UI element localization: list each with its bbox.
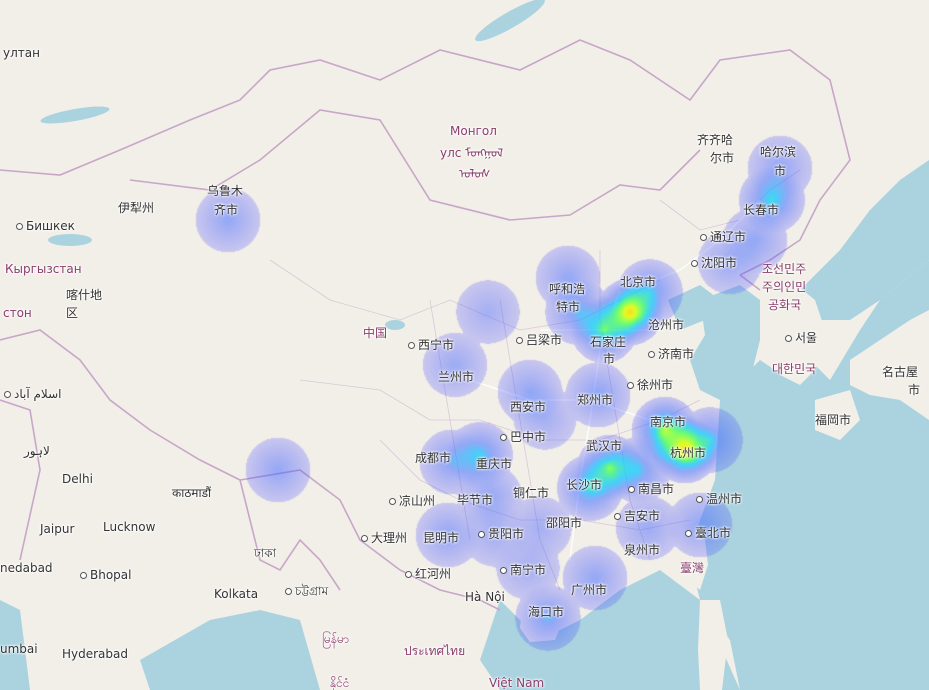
map-label-jaipur: Jaipur <box>40 522 75 536</box>
map-label-qiqihar2: 尔市 <box>710 151 735 165</box>
map-label-bhopal: Bhopal <box>80 568 131 583</box>
map-label-mongol2: улс ᠮᠣᠩᠭᠣᠯ <box>440 146 504 160</box>
map-label-umbai: umbai <box>0 642 38 656</box>
map-label-kyrgyzstan: Кыргызстан <box>5 262 82 276</box>
map-label-dali: 大理州 <box>361 531 407 546</box>
map-label-nanning: 南宁市 <box>500 563 546 578</box>
qinghai-lake <box>385 320 405 330</box>
map-label-urumqi2: 齐市 <box>214 203 239 217</box>
map-label-delhi: Delhi <box>62 472 93 486</box>
map-label-myanmar: မြန်မာ <box>322 632 349 646</box>
map-label-changchun: 长春市 <box>743 203 780 217</box>
map-label-sultan: ултан <box>3 46 40 60</box>
map-label-kathmandu: काठमाडौं <box>172 486 212 500</box>
map-label-jinan: 济南市 <box>648 347 694 362</box>
map-label-bijie: 毕节市 <box>457 493 494 507</box>
map-label-chengdu: 成都市 <box>415 451 452 465</box>
map-label-chongqing: 重庆市 <box>476 457 513 471</box>
map-label-zhengzhou: 郑州市 <box>577 393 614 407</box>
map-label-bishkek: Бишкек <box>16 219 75 234</box>
map-label-wuhan: 武汉市 <box>586 439 623 453</box>
map-label-thailand: ประเทศไทย <box>404 644 466 658</box>
map-label-nagoya2: 市 <box>908 383 921 397</box>
map-label-harbin1: 哈尔滨 <box>760 145 797 159</box>
map-label-cangzhou: 沧州市 <box>648 318 685 332</box>
map-label-myanmar2: နိုင်ငံ <box>330 676 350 690</box>
map-label-hanoi: Hà Nội <box>465 590 505 604</box>
map-label-guangzhou: 广州市 <box>571 583 608 597</box>
map-label-china: 中国 <box>363 326 388 340</box>
map-label-nagoya1: 名古屋 <box>882 365 919 379</box>
map-label-shaoyang: 邵阳市 <box>546 516 583 530</box>
map-label-harbin2: 市 <box>774 164 787 178</box>
map-label-xining: 西宁市 <box>408 338 454 353</box>
map-label-hohhot1: 呼和浩 <box>549 282 586 296</box>
map-label-mongol3: ᠤᠯᠤᠰ <box>459 167 491 181</box>
map-label-mongol1: Монгол <box>450 124 497 138</box>
map-label-seoul: 서울 <box>785 331 817 346</box>
lake-issyk-kul <box>48 234 92 246</box>
map-label-liangshan: 凉山州 <box>389 494 435 509</box>
map-label-korea: 대한민국 <box>772 362 817 376</box>
map-label-lahore: لاہور <box>24 444 50 458</box>
map-label-jian: 吉安市 <box>614 509 660 524</box>
map-label-honghe: 红河州 <box>405 567 451 582</box>
map-label-qiqihar1: 齐齐哈 <box>697 133 734 147</box>
map-label-hohhot2: 特市 <box>556 300 581 314</box>
map-label-haikou: 海口市 <box>528 605 565 619</box>
map-label-yili: 伊犁州 <box>118 201 155 215</box>
map-label-wenzhou: 温州市 <box>696 492 742 507</box>
map-label-lucknow: Lucknow <box>103 520 156 534</box>
map-label-kashgar1: 喀什地 <box>66 288 103 302</box>
map-label-xuzhou: 徐州市 <box>627 378 673 393</box>
map-label-guiyang: 贵阳市 <box>478 527 524 542</box>
map-label-sjz2: 市 <box>603 352 616 366</box>
map-label-kunming: 昆明市 <box>423 531 460 545</box>
map-label-kashgar2: 区 <box>66 306 79 320</box>
map-label-chittagong: চট্টগ্রাম <box>285 584 328 599</box>
map-label-kolkata: Kolkata <box>214 587 259 601</box>
map-label-vietnam: Việt Nam <box>489 676 545 690</box>
map-label-lvliang: 吕梁市 <box>516 333 562 348</box>
map-label-dprk1: 조선민주 <box>762 262 807 276</box>
map-label-dhaka: ঢাকা <box>254 546 277 560</box>
map-label-hangzhou: 杭州市 <box>670 446 707 460</box>
map-label-nanchang: 南昌市 <box>628 482 674 497</box>
map-label-xian: 西安市 <box>510 400 547 414</box>
map-label-islamabad: اسلام آباد <box>4 387 61 402</box>
map-label-lanzhou: 兰州市 <box>438 370 475 384</box>
map-label-ston: стон <box>3 306 32 320</box>
map-label-tonghua: 通辽市 <box>700 230 746 245</box>
map-label-medabad: nedabad <box>0 561 53 575</box>
map-label-fukuoka: 福岡市 <box>815 413 852 427</box>
map-label-bazhong: 巴中市 <box>500 430 546 445</box>
map-label-urumqi1: 乌鲁木 <box>207 184 244 198</box>
map-label-hyderabad: Hyderabad <box>62 647 128 661</box>
map-label-quanzhou: 泉州市 <box>624 543 661 557</box>
map-label-sjz1: 石家庄 <box>590 335 627 349</box>
map-label-shenyang: 沈阳市 <box>691 256 737 271</box>
map-label-tongren: 铜仁市 <box>513 486 550 500</box>
map-label-dprk3: 공화국 <box>768 298 802 312</box>
map-label-dprk2: 주의인민 <box>762 280 807 294</box>
map-label-taiwan: 臺灣 <box>680 561 705 575</box>
map-label-taipei: 臺北市 <box>685 526 731 541</box>
map-label-beijing: 北京市 <box>620 275 657 289</box>
map-label-nanjing: 南京市 <box>650 415 687 429</box>
map-label-changsha: 长沙市 <box>566 478 603 492</box>
